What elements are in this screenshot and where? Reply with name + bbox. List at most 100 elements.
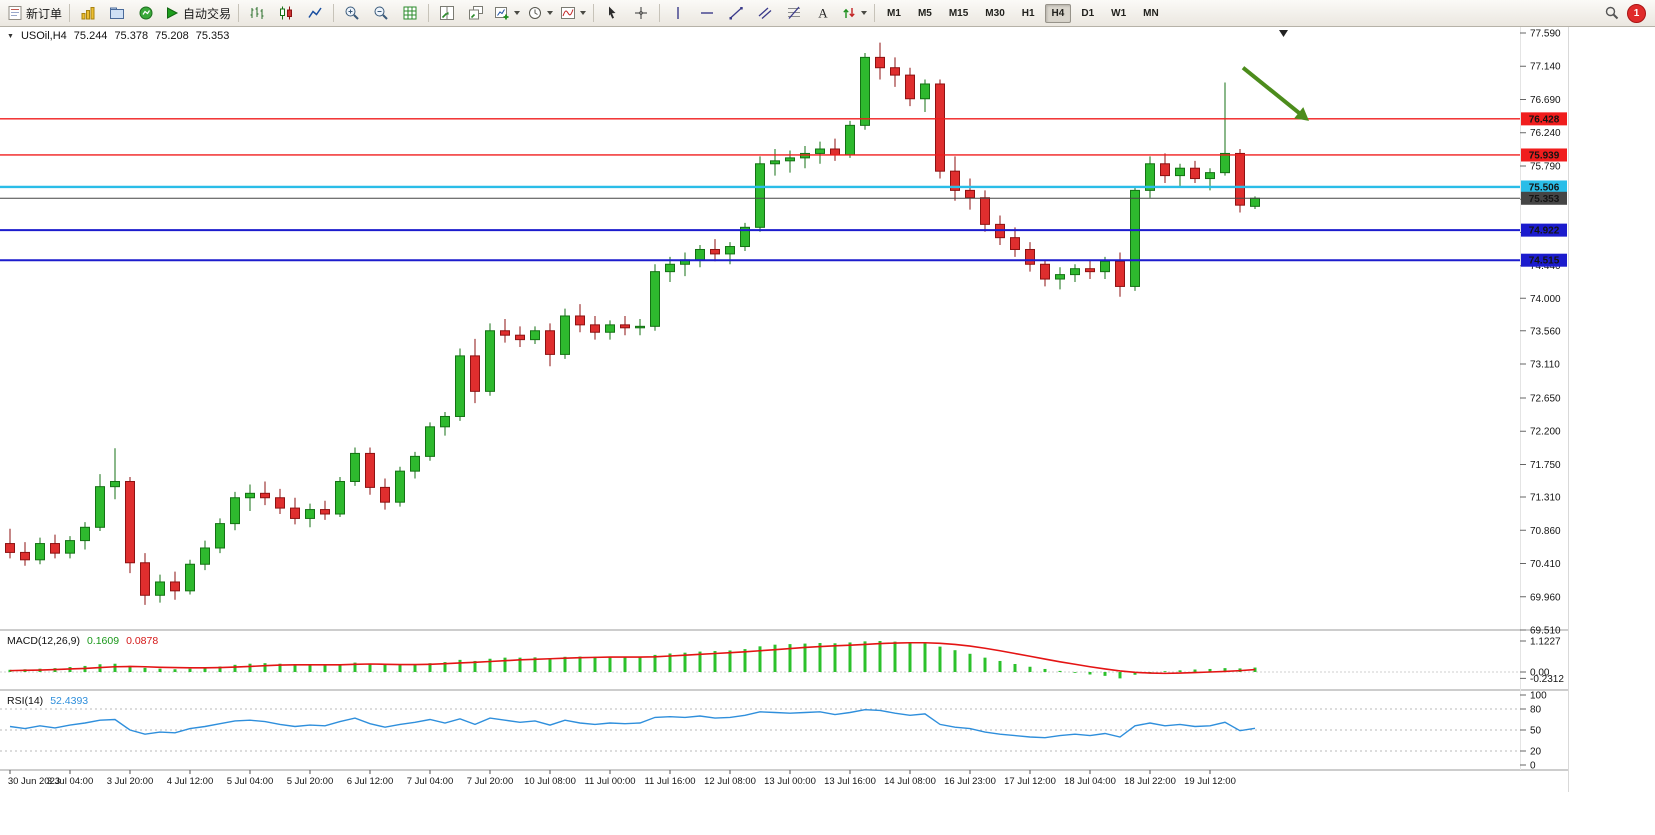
macd-histogram-bar (728, 650, 732, 672)
timeframe-m5[interactable]: M5 (917, 7, 932, 19)
timeframe-h1[interactable]: H1 (1021, 7, 1035, 19)
candle-body (905, 74, 915, 100)
timeframe-m30[interactable]: M30 (985, 7, 1005, 19)
indicators-button[interactable] (557, 2, 589, 24)
timeframe-m15[interactable]: M15 (948, 7, 969, 19)
cascade-windows-button[interactable] (462, 2, 490, 24)
candle-body (1160, 163, 1170, 177)
macd-histogram-bar (518, 657, 522, 672)
svg-text:A: A (818, 6, 828, 21)
candle-body (1250, 197, 1260, 207)
horizontal-line-button[interactable] (693, 2, 721, 24)
search-icon[interactable] (1604, 5, 1620, 21)
candle-body (110, 480, 120, 488)
timeframe-h4[interactable]: H4 (1044, 3, 1072, 23)
macd-histogram-bar (383, 664, 387, 672)
candle-body (5, 543, 15, 553)
line-chart-icon (308, 7, 322, 18)
macd-histogram-bar (278, 663, 282, 672)
grid-button[interactable] (396, 2, 424, 24)
arrows-button[interactable] (838, 2, 870, 24)
candle-body (155, 581, 165, 596)
macd-scale-label: 0.00 (1530, 668, 1550, 679)
time-tick-label: 7 Jul 20:00 (467, 776, 513, 787)
candle-body (395, 470, 405, 503)
timeframe-mn[interactable]: MN (1143, 7, 1159, 19)
rsi-indicator-label: RSI(14) 52.4393 (7, 695, 88, 707)
cascade-windows-icon (469, 6, 484, 20)
macd-histogram-bar (848, 642, 852, 672)
price-tick-label: 74.440 (1530, 261, 1561, 272)
price-tick-label: 71.750 (1530, 460, 1561, 471)
price-label-text: 75.353 (1529, 194, 1560, 205)
new-order-button[interactable]: 新订单 (4, 2, 65, 24)
macd-histogram-bar (1058, 670, 1062, 672)
channel-button[interactable] (751, 2, 779, 24)
terminal-icon (139, 6, 153, 20)
trendline-button[interactable] (722, 2, 750, 24)
macd-histogram-bar (398, 665, 402, 672)
macd-histogram-bar (248, 663, 252, 672)
candle-body (770, 160, 780, 165)
scroll-to-end-marker[interactable] (1279, 30, 1288, 37)
macd-histogram-bar (503, 657, 507, 672)
collapse-triangle-icon[interactable]: ▼ (7, 32, 14, 40)
zoom-in-button[interactable] (338, 2, 366, 24)
symbol-period-label: USOil,H4 (20, 30, 67, 42)
macd-main-value: 0.1609 (86, 635, 120, 647)
macd-histogram-bar (113, 663, 117, 672)
macd-histogram-bar (1133, 672, 1137, 675)
candle-body (890, 67, 900, 76)
price-tick-label: 69.510 (1530, 626, 1561, 637)
line-chart-type-button[interactable] (301, 2, 329, 24)
candle-body (170, 581, 180, 592)
macd-histogram-bar (968, 653, 972, 672)
price-label-text: 74.922 (1529, 226, 1560, 237)
macd-histogram-bar (758, 646, 762, 672)
period-button[interactable] (524, 2, 556, 24)
price-label-text: 75.506 (1529, 182, 1560, 193)
price-label-box (1521, 148, 1567, 162)
new-chart-button[interactable] (491, 2, 523, 24)
candle-body (950, 170, 960, 191)
candle-body (380, 486, 390, 503)
timeframe-d1[interactable]: D1 (1081, 7, 1095, 19)
macd-histogram-bar (893, 641, 897, 672)
vertical-line-button[interactable] (664, 2, 692, 24)
time-tick-label: 13 Jul 00:00 (764, 776, 816, 787)
timeframe-m1[interactable]: M1 (887, 7, 901, 19)
terminal-button[interactable] (132, 2, 160, 24)
candle-body (815, 148, 825, 154)
candlestick-type-button[interactable] (272, 2, 300, 24)
macd-panel: 1.1227 0.00-0.2312 (0, 637, 1564, 685)
candle-body (545, 330, 555, 355)
macd-histogram-bar (563, 656, 567, 672)
time-tick-label: 16 Jul 23:00 (944, 776, 996, 787)
time-tick-label: 4 Jul 12:00 (167, 776, 213, 787)
macd-histogram-bar (1223, 668, 1227, 672)
market-watch-button[interactable] (74, 2, 102, 24)
auto-trading-button[interactable]: 自动交易 (161, 2, 234, 24)
price-tick-label: 75.790 (1530, 161, 1561, 172)
zoom-out-button[interactable] (367, 2, 395, 24)
candle-body (920, 83, 930, 100)
price-tick-label: 72.650 (1530, 393, 1561, 404)
indicators-icon (561, 7, 576, 19)
fibonacci-button[interactable] (780, 2, 808, 24)
crosshair-button[interactable] (627, 2, 655, 24)
timeframe-w1[interactable]: W1 (1111, 7, 1127, 19)
macd-histogram-bar (953, 650, 957, 672)
tile-windows-button[interactable] (433, 2, 461, 24)
notification-badge[interactable]: 1 (1627, 3, 1646, 23)
price-tick-label: 69.960 (1530, 592, 1561, 603)
candle-body (1220, 152, 1230, 174)
bar-chart-type-button[interactable] (243, 2, 271, 24)
arrow-annotation[interactable] (1241, 66, 1309, 121)
text-label-button[interactable]: A (809, 2, 837, 24)
time-tick-label: 18 Jul 04:00 (1064, 776, 1116, 787)
profiles-button[interactable] (103, 2, 131, 24)
candle-body (320, 509, 330, 515)
cursor-button[interactable] (598, 2, 626, 24)
